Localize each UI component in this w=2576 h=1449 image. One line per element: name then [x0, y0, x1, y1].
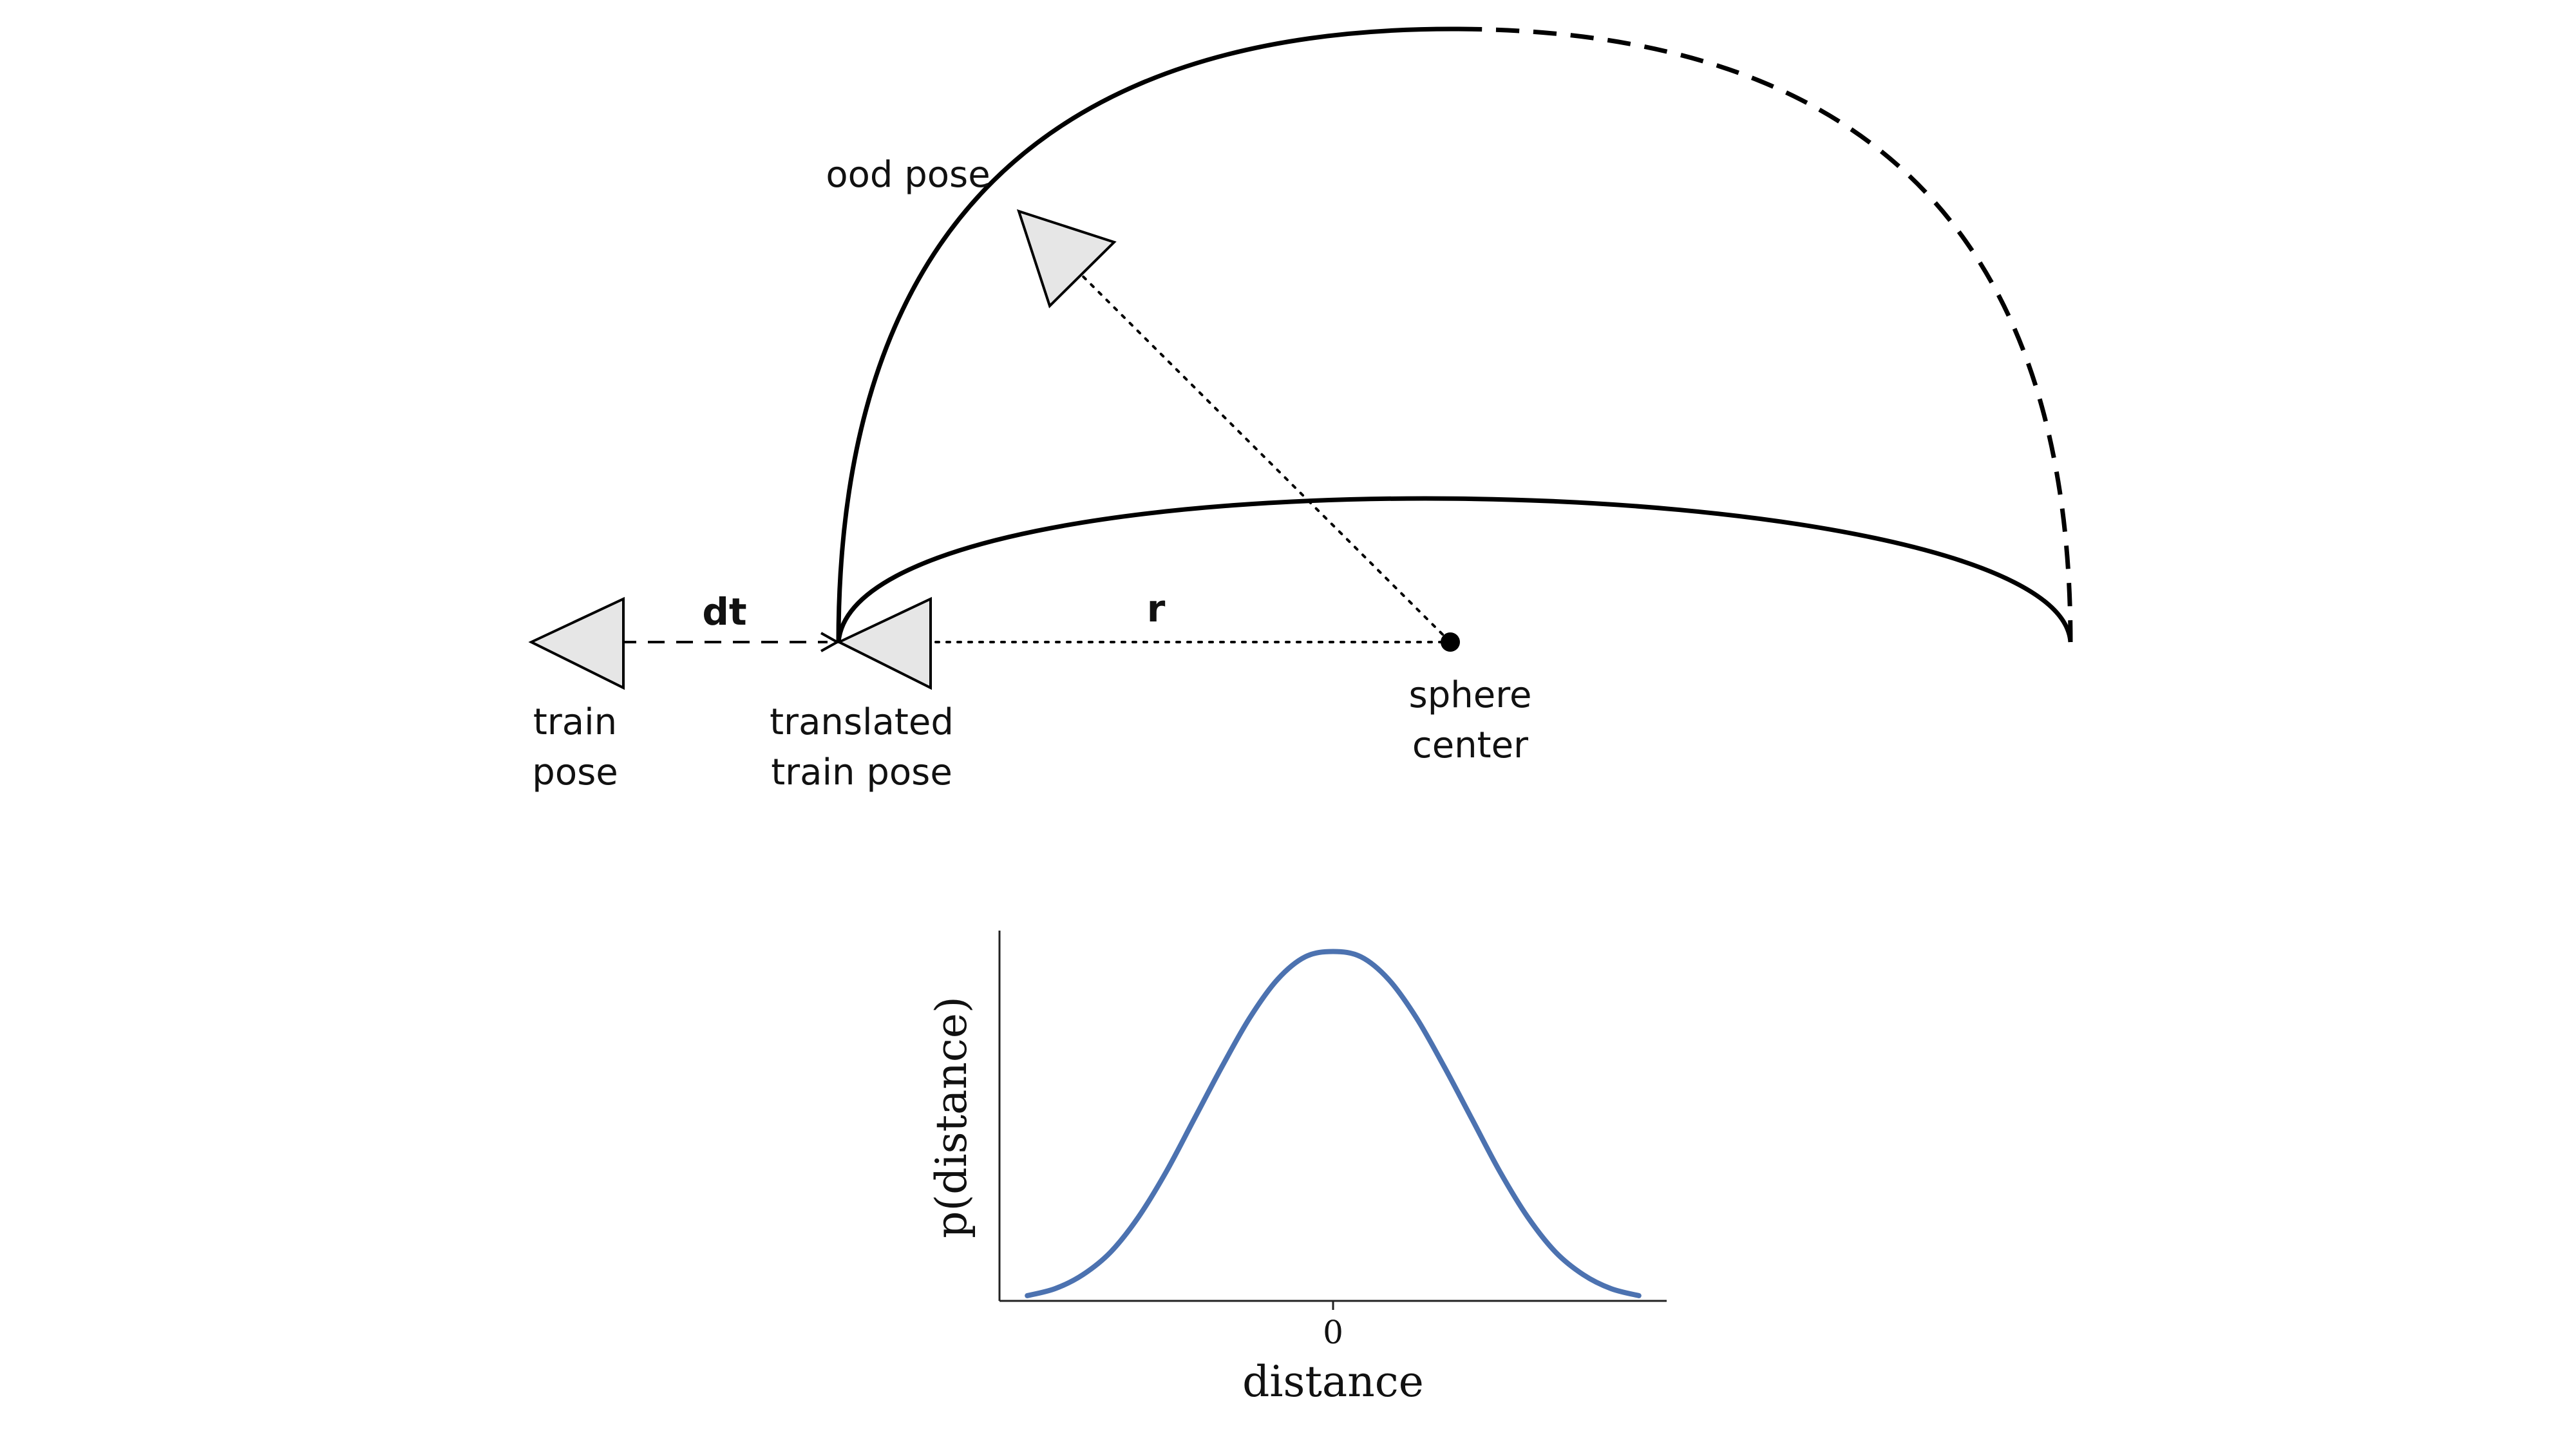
equator-arc — [836, 496, 2073, 643]
r-label: r — [1147, 587, 1166, 630]
dt-label: dt — [702, 590, 746, 634]
upper-arc-dashed — [1458, 26, 2073, 643]
train-pose-camera — [528, 596, 625, 690]
sphere-center-label-line1: sphere — [1409, 674, 1532, 716]
distance-distribution-plot: 0 distance p(distance) — [927, 931, 1667, 1406]
plot-x-axis-label: distance — [1242, 1357, 1424, 1406]
ood-pose-label: ood pose — [826, 154, 990, 196]
translated-pose-label-line2: train pose — [771, 752, 952, 793]
sphere-center-label-line2: center — [1412, 724, 1529, 766]
ood-pose-camera — [1016, 209, 1117, 308]
ood-ray — [1016, 210, 1452, 643]
train-pose-label-line2: pose — [532, 752, 618, 793]
x-tick-label: 0 — [1323, 1314, 1343, 1351]
upper-arc — [836, 26, 1459, 643]
plot-y-axis-label: p(distance) — [927, 996, 976, 1238]
sphere-center-dot — [1441, 632, 1460, 652]
translated-train-pose-camera — [836, 596, 932, 690]
translated-pose-label-line1: translated — [770, 701, 954, 743]
train-pose-label-line1: train — [533, 701, 617, 743]
series-line — [1025, 949, 1642, 1298]
